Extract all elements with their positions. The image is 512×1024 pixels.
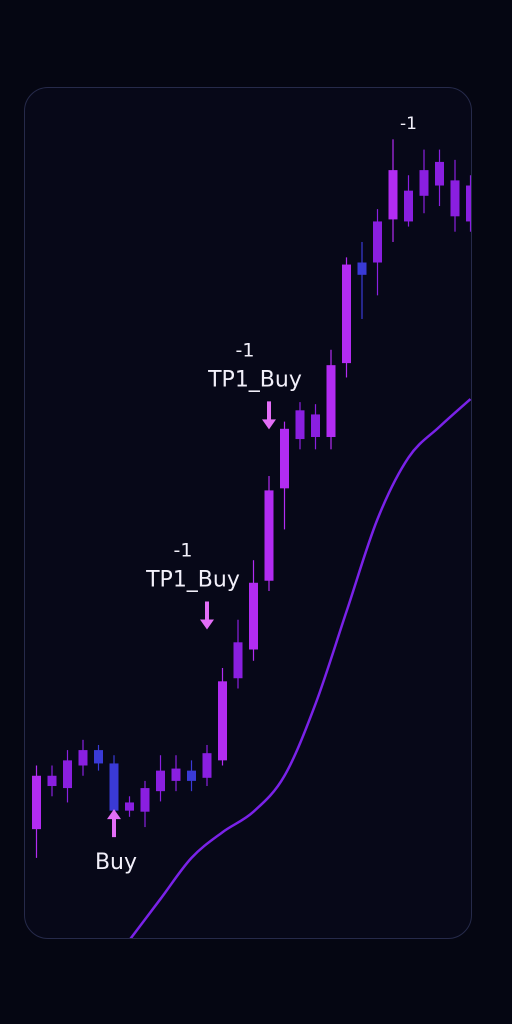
annotation-buy: Buy [95, 809, 137, 875]
candle [264, 476, 274, 591]
candle [311, 404, 320, 450]
candle-body [125, 802, 134, 811]
candle [326, 349, 336, 450]
candle-body [171, 768, 181, 781]
arrow-down-icon [262, 401, 276, 430]
moving-average-layer [129, 398, 471, 938]
candle-body [94, 750, 103, 764]
candle [218, 667, 227, 766]
candle [32, 765, 41, 858]
candle-body [373, 221, 382, 263]
candle [373, 209, 382, 296]
moving-average-line [129, 398, 471, 938]
candle [171, 755, 181, 792]
candle-body [233, 642, 243, 679]
arrow-up-icon [107, 809, 121, 838]
candle [94, 744, 103, 771]
tp1-buy-label: TP1_Buy [145, 568, 240, 593]
candle [156, 755, 165, 802]
candle [78, 739, 88, 776]
tp1-buy-label: TP1_Buy [207, 367, 302, 392]
candle [249, 560, 258, 661]
annotations-layer: Buy TP1_Buy -1 TP1_Buy -1 -1 [95, 114, 417, 875]
candle-body [404, 190, 413, 222]
chart-panel: Buy TP1_Buy -1 TP1_Buy -1 -1 [24, 87, 472, 939]
candle [388, 139, 398, 242]
value-label: -1 [236, 339, 255, 361]
arrow-down-icon [200, 601, 214, 630]
candle [47, 765, 57, 797]
candle-body [249, 582, 258, 650]
candle-body [63, 760, 72, 789]
candle-body [342, 264, 351, 364]
annotation-tp1-second: TP1_Buy -1 [207, 339, 302, 430]
candle-body [326, 365, 336, 438]
candle-body [78, 750, 88, 766]
candle-body [419, 170, 429, 196]
candle [450, 159, 460, 232]
candle-body [109, 763, 119, 811]
annotation-top-marker: -1 [400, 114, 417, 134]
candle [187, 760, 196, 792]
candle [140, 780, 150, 828]
candle-body [295, 410, 305, 440]
candle [435, 149, 444, 207]
candle-body [435, 161, 444, 186]
candle [280, 421, 289, 530]
candles-layer [32, 139, 471, 858]
candle-body [47, 775, 57, 787]
candle [295, 402, 305, 450]
candle [342, 257, 351, 378]
annotation-tp1-first: TP1_Buy -1 [145, 540, 240, 630]
candle-body [202, 753, 212, 778]
value-label: -1 [400, 114, 417, 134]
candle [466, 175, 471, 232]
candle-body [311, 414, 320, 438]
candle-body [156, 770, 165, 792]
candle [125, 796, 134, 817]
candlestick-chart: Buy TP1_Buy -1 TP1_Buy -1 -1 [32, 114, 471, 938]
candle [419, 149, 429, 214]
value-label: -1 [174, 540, 193, 562]
candle-body [218, 681, 227, 761]
buy-label: Buy [95, 850, 137, 875]
candle [63, 750, 72, 803]
candle-body [32, 775, 41, 830]
candle-body [187, 770, 196, 781]
candle [233, 619, 243, 689]
candle-body [466, 185, 471, 222]
candle-body [264, 490, 274, 581]
candle [404, 175, 413, 227]
candle-body [388, 170, 398, 220]
candle [357, 241, 367, 319]
candle-body [140, 788, 150, 812]
candle [202, 744, 212, 787]
candle-body [357, 262, 367, 275]
candle-body [280, 428, 289, 489]
candle-body [450, 180, 460, 217]
